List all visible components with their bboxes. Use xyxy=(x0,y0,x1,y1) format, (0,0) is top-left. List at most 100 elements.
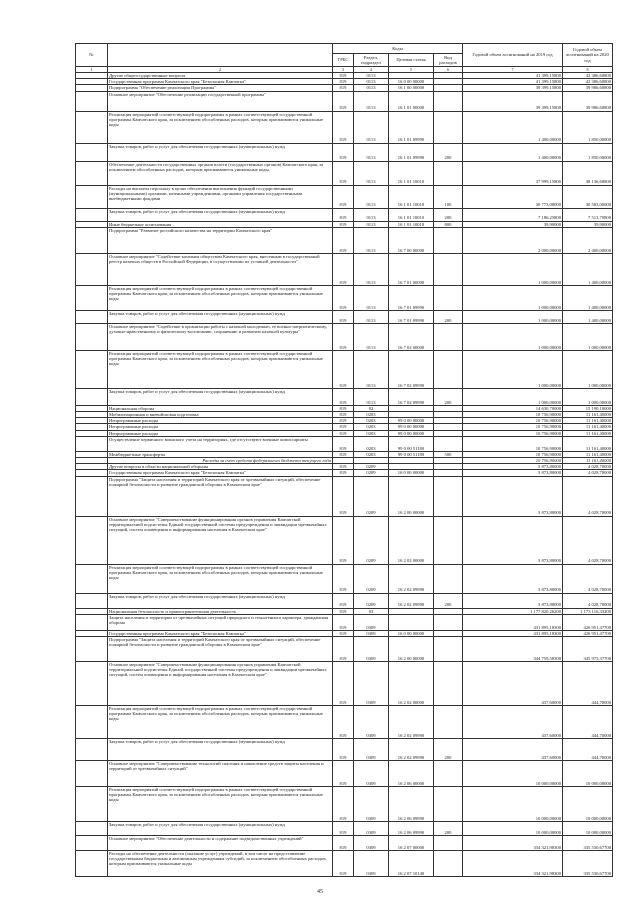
table-row: Непрограммные расходы 819 0203 99 0 00 0000… xyxy=(75,417,613,425)
expense-type-cell: 200 xyxy=(433,592,463,609)
grbs-cell: 819 xyxy=(332,226,354,254)
razdel-cell: 0113 xyxy=(353,110,389,144)
expense-type-cell xyxy=(433,760,463,788)
razdel-cell: 0309 xyxy=(353,705,389,740)
row-name: Реализация мероприятий соответствующей п… xyxy=(107,563,333,594)
amount-2020-cell: 444,70000 xyxy=(562,661,613,707)
row-name: Основное мероприятие "Обеспечение деятел… xyxy=(107,835,333,852)
row-number-cell xyxy=(75,705,108,740)
row-number-cell xyxy=(75,322,108,351)
razdel-cell: 0113 xyxy=(353,252,389,286)
razdel-cell: 0209 xyxy=(353,515,389,565)
row-number-cell xyxy=(75,636,108,663)
amount-2019-cell: 437,60000 xyxy=(462,661,563,707)
amount-2019-cell: 1 000,00000 xyxy=(462,387,563,406)
grbs-cell: 819 xyxy=(332,387,354,406)
table-row: Закупка товаров, работ и услуг для обесп… xyxy=(75,387,613,406)
row-name: Подпрограмма "Развитие российского казач… xyxy=(107,226,333,254)
row-number-cell xyxy=(75,563,108,594)
amount-2020-cell: 4 028,70000 xyxy=(562,469,613,477)
table-row: Непрограммные расходы 819 0203 99 0 00 0000… xyxy=(75,423,613,431)
amount-2020-cell: 1 400,00000 xyxy=(562,252,613,286)
table-row: Подпрограмма "Обеспечение реализации Про… xyxy=(75,84,613,92)
amount-2020-cell: 39 986,60800 xyxy=(562,84,613,92)
row-number-cell xyxy=(75,661,108,707)
expense-type-cell xyxy=(433,226,463,254)
target-article-cell: 16 2 00 00000 xyxy=(388,475,434,517)
grbs-cell: 819 xyxy=(332,475,354,517)
razdel-cell: 0309 xyxy=(353,661,389,707)
grbs-cell: 819 xyxy=(332,661,354,707)
target-article-cell: 16 7 00 00000 xyxy=(388,226,434,254)
expense-type-cell: 200 xyxy=(433,738,463,762)
table-row: Расходы за счет средств федерального бюд… xyxy=(75,457,613,465)
target-article-cell: 16 1 01 09990 xyxy=(388,110,434,144)
expense-type-cell xyxy=(433,786,463,823)
amount-2019-cell: 1 000,00000 xyxy=(462,252,563,286)
amount-2019-cell: 10 000,00000 xyxy=(462,760,563,788)
grbs-cell: 819 xyxy=(332,349,354,389)
target-article-cell: 16 7 02 00000 xyxy=(388,322,434,351)
target-article-cell: 16 1 01 00000 xyxy=(388,90,434,112)
row-name: Основное мероприятие "Обеспечение реализ… xyxy=(107,90,333,112)
amount-2019-cell: 39 399,15800 xyxy=(462,90,563,112)
table-row: Реализация мероприятий соответствующей п… xyxy=(75,284,613,311)
amount-2019-cell: 10 000,00000 xyxy=(462,821,563,837)
grbs-cell: 819 xyxy=(332,515,354,565)
header-name xyxy=(107,43,333,67)
expense-type-cell xyxy=(433,435,463,452)
amount-2020-cell: 1 400,00000 xyxy=(562,309,613,324)
table-row: Основное мероприятие "Обеспечение деятел… xyxy=(75,835,613,852)
grbs-cell: 819 xyxy=(332,435,354,452)
razdel-cell: 0309 xyxy=(353,850,389,878)
row-number-cell xyxy=(75,110,108,144)
row-name: Основное мероприятие "Совершенствование … xyxy=(107,515,333,565)
header-razdel: Раздел, подраздел xyxy=(353,53,389,67)
grbs-cell: 819 xyxy=(332,821,354,837)
row-name: Закупка товаров, работ и услуг для обесп… xyxy=(107,738,333,762)
table-row: Межбюджетные трансферты 819 0203 99 0 00 51… xyxy=(75,450,613,459)
grbs-cell: 819 xyxy=(332,90,354,112)
target-article-cell: 16 2 06 09990 xyxy=(388,786,434,823)
table-row: Национальная безопасность и правоохранит… xyxy=(75,607,613,615)
table-row: Подпрограмма "Развитие российского казач… xyxy=(75,226,613,254)
amount-2019-cell: 334 321,98300 xyxy=(462,850,563,878)
expense-type-cell xyxy=(433,322,463,351)
grbs-cell: 819 xyxy=(332,207,354,222)
expense-type-cell xyxy=(433,835,463,852)
amount-2020-cell: 4 028,70000 xyxy=(562,563,613,594)
table-row: Основное мероприятие "Совершенствование … xyxy=(75,661,613,707)
table-row: Закупка товаров, работ и услуг для обесп… xyxy=(75,592,613,609)
razdel-cell: 0309 xyxy=(353,786,389,823)
table-row: Расходы на обеспечение деятельности (ока… xyxy=(75,850,613,878)
grbs-cell: 819 xyxy=(332,322,354,351)
row-number-cell xyxy=(75,850,108,878)
grbs-cell: 819 xyxy=(332,705,354,740)
table-row: Обеспечение деятельности государственных… xyxy=(75,160,613,186)
row-number-cell xyxy=(75,475,108,517)
razdel-cell: 0113 xyxy=(353,309,389,324)
row-number-cell xyxy=(75,349,108,389)
expense-type-cell xyxy=(433,705,463,740)
razdel-cell: 0113 xyxy=(353,284,389,311)
row-name: Реализация мероприятий соответствующей п… xyxy=(107,284,333,311)
table-row: Национальная оборона 819 02 14 630,70000 15 … xyxy=(75,404,613,413)
table-row: Реализация мероприятий соответствующей п… xyxy=(75,349,613,389)
target-article-cell: 16 1 01 10010 xyxy=(388,160,434,186)
razdel-cell: 0113 xyxy=(353,349,389,389)
expense-type-cell: 200 xyxy=(433,821,463,837)
header-2020: Годовой объем ассигнований на 2020 год xyxy=(562,43,613,67)
row-number-cell xyxy=(75,90,108,112)
razdel-cell: 0203 xyxy=(353,435,389,452)
row-name: Основное мероприятие "Совершенствование … xyxy=(107,760,333,788)
row-name: Основное мероприятие "Содействие казачьи… xyxy=(107,252,333,286)
grbs-cell: 819 xyxy=(332,636,354,663)
amount-2020-cell: 1 400,00000 xyxy=(562,284,613,311)
razdel-cell: 0113 xyxy=(353,387,389,406)
row-number-cell xyxy=(75,252,108,286)
target-article-cell: 16 2 07 10140 xyxy=(388,850,434,878)
razdel-cell: 0113 xyxy=(353,207,389,222)
amount-2020-cell: 39 986,60800 xyxy=(562,90,613,112)
amount-2020-cell: 11 161,40000 xyxy=(562,410,613,419)
expense-type-cell xyxy=(433,284,463,311)
